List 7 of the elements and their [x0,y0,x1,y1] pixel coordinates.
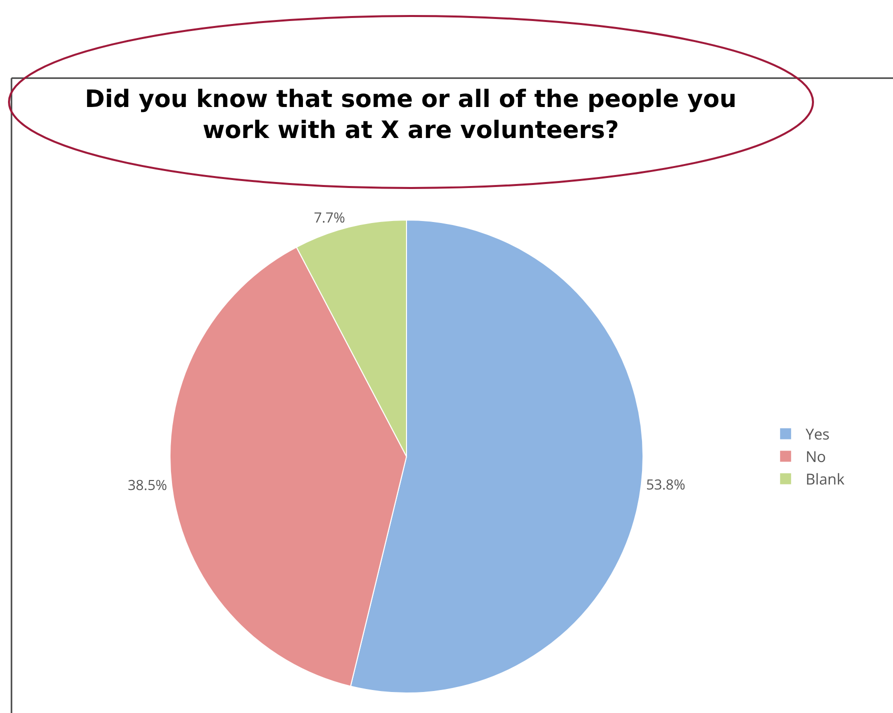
chart-title: Did you know that some or all of the people you work with at X are volunteers? [84,84,737,144]
data-label: 53.8% [646,475,686,494]
data-label: 7.7% [314,208,346,228]
data-label: 38.5% [128,476,168,496]
legend-label: Blank [806,470,845,490]
legend-label: Yes [806,424,830,445]
legend-label: No [806,447,826,468]
